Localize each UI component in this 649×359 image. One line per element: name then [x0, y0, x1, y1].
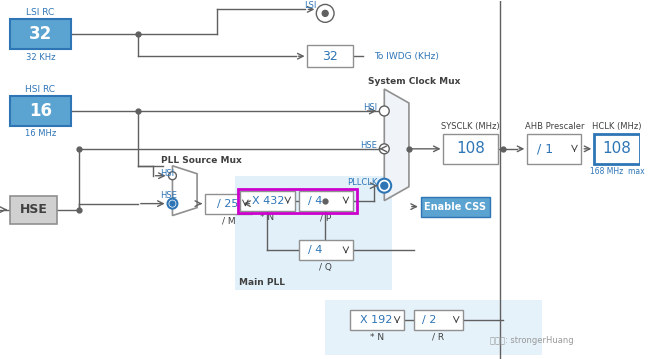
Text: PLL Source Mux: PLL Source Mux: [160, 156, 241, 165]
Bar: [234, 176, 392, 290]
Circle shape: [169, 172, 177, 180]
Text: 16: 16: [29, 102, 52, 120]
Text: LSI RC: LSI RC: [26, 8, 55, 17]
Text: Enable CSS: Enable CSS: [424, 202, 486, 211]
Circle shape: [381, 182, 387, 189]
Text: 32: 32: [322, 50, 338, 63]
Text: / M: / M: [222, 216, 236, 225]
Text: / R: / R: [432, 332, 445, 341]
Text: SYSCLK (MHz): SYSCLK (MHz): [441, 122, 500, 131]
Polygon shape: [173, 166, 197, 215]
Text: 32: 32: [29, 25, 52, 43]
Text: To IWDG (KHz): To IWDG (KHz): [374, 52, 439, 61]
Text: System Clock Mux: System Clock Mux: [367, 76, 460, 85]
Text: 32 KHz: 32 KHz: [26, 53, 55, 62]
Bar: [205, 194, 252, 214]
Polygon shape: [384, 89, 409, 201]
Bar: [414, 310, 463, 330]
Bar: [325, 300, 542, 355]
Bar: [299, 241, 353, 260]
Text: HSE: HSE: [361, 141, 378, 150]
Text: / 2: / 2: [422, 315, 436, 325]
Text: X 432: X 432: [252, 196, 285, 206]
Bar: [10, 96, 71, 126]
Text: AHB Prescaler: AHB Prescaler: [524, 122, 584, 131]
Circle shape: [170, 201, 175, 206]
Text: / 4: / 4: [308, 246, 323, 256]
Circle shape: [378, 179, 391, 193]
Circle shape: [380, 144, 389, 154]
Text: 16 MHz: 16 MHz: [25, 129, 56, 138]
Bar: [308, 45, 353, 67]
Bar: [443, 134, 498, 164]
Text: / 4: / 4: [308, 196, 323, 206]
Text: HSE: HSE: [19, 203, 47, 216]
Text: * N: * N: [370, 332, 384, 341]
Text: Main PLL: Main PLL: [239, 278, 286, 287]
Text: * N: * N: [260, 213, 275, 222]
Bar: [350, 310, 404, 330]
Bar: [10, 19, 71, 49]
Bar: [299, 191, 353, 211]
Bar: [10, 196, 57, 224]
Circle shape: [167, 199, 177, 209]
Text: HSI RC: HSI RC: [25, 85, 55, 94]
Text: HSI: HSI: [363, 103, 378, 112]
Text: 108: 108: [456, 141, 485, 156]
Text: HSI: HSI: [160, 169, 174, 178]
Text: X 192: X 192: [360, 315, 392, 325]
Text: PLLCLK: PLLCLK: [347, 178, 378, 187]
Circle shape: [322, 10, 328, 17]
Bar: [594, 134, 639, 164]
Text: / 1: / 1: [537, 142, 553, 155]
Text: LSI: LSI: [304, 1, 317, 10]
Text: 168 MHz  max: 168 MHz max: [589, 167, 644, 176]
Circle shape: [380, 106, 389, 116]
Bar: [238, 189, 357, 213]
Circle shape: [316, 4, 334, 22]
Text: / P: / P: [320, 213, 331, 222]
Text: HCLK (MHz): HCLK (MHz): [592, 122, 642, 131]
Bar: [240, 191, 295, 211]
Text: / Q: / Q: [319, 263, 332, 272]
Text: HSE: HSE: [160, 191, 177, 200]
Bar: [421, 197, 490, 216]
Text: / 25: / 25: [217, 199, 238, 209]
Text: 108: 108: [602, 141, 631, 156]
Text: 微信号: strongerHuang: 微信号: strongerHuang: [490, 336, 574, 345]
Bar: [527, 134, 582, 164]
